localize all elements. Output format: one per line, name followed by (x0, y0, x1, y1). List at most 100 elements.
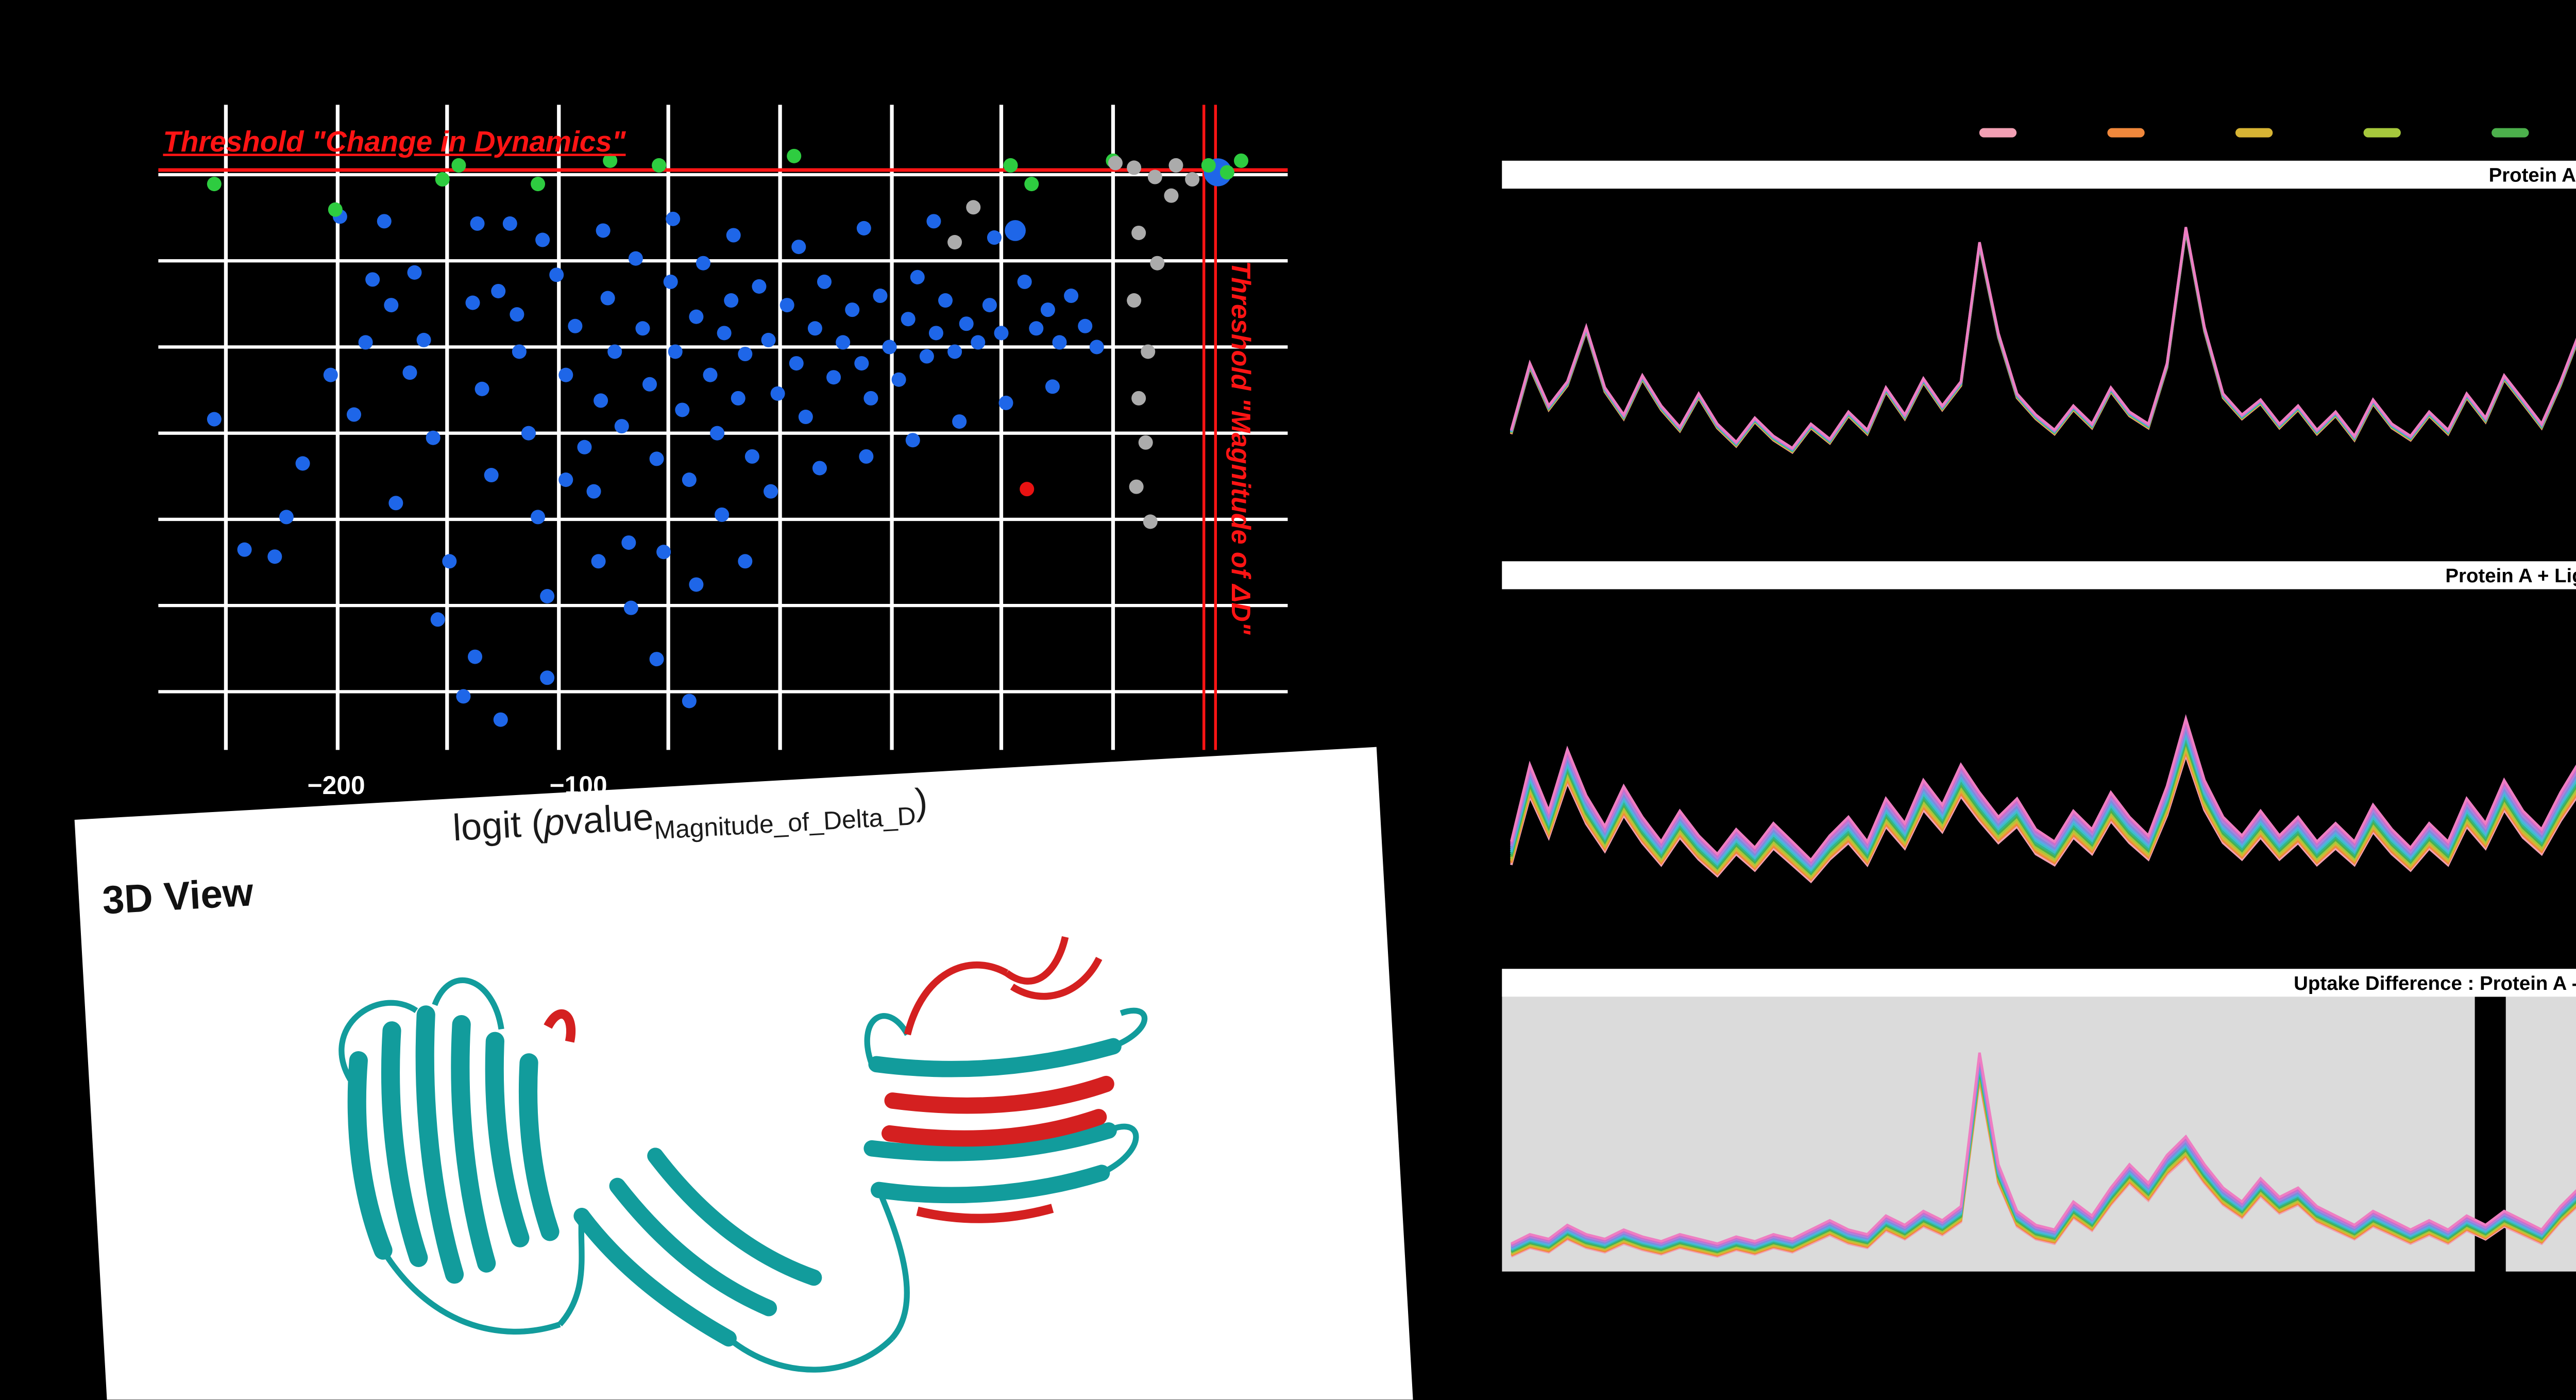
scatter-point[interactable] (577, 440, 592, 454)
scatter-point[interactable] (1020, 482, 1035, 497)
scatter-point[interactable] (1131, 391, 1146, 406)
scatter-point[interactable] (558, 473, 573, 487)
scatter-point[interactable] (493, 712, 508, 727)
scatter-point[interactable] (854, 356, 869, 371)
scatter-point[interactable] (207, 412, 222, 427)
scatter-point[interactable] (826, 370, 841, 385)
scatter-point[interactable] (649, 451, 664, 466)
scatter-point[interactable] (752, 279, 767, 294)
scatter-point[interactable] (744, 449, 759, 464)
scatter-point[interactable] (295, 456, 310, 471)
scatter-point[interactable] (1201, 158, 1216, 173)
scatter-point[interactable] (1108, 156, 1123, 171)
scatter-point[interactable] (1141, 344, 1156, 359)
scatter-point[interactable] (484, 468, 499, 483)
scatter-point[interactable] (982, 298, 997, 313)
scatter-point[interactable] (510, 307, 524, 322)
scatter-point[interactable] (1003, 158, 1018, 173)
scatter-point[interactable] (628, 251, 643, 266)
scatter-point[interactable] (531, 177, 546, 192)
scatter-point[interactable] (279, 510, 294, 525)
scatter-point[interactable] (703, 367, 718, 382)
scatter-point[interactable] (682, 694, 697, 709)
scatter-point[interactable] (642, 377, 657, 392)
scatter-point[interactable] (468, 649, 483, 664)
scatter-point[interactable] (323, 367, 338, 382)
scatter-point[interactable] (710, 426, 725, 441)
scatter-point[interactable] (649, 652, 664, 667)
scatter-point[interactable] (987, 230, 1002, 245)
scatter-point[interactable] (388, 496, 403, 511)
scatter-point[interactable] (1185, 172, 1200, 187)
scatter-point[interactable] (859, 449, 874, 464)
scatter-point[interactable] (863, 391, 878, 406)
scatter-point[interactable] (549, 267, 564, 282)
scatter-point[interactable] (836, 335, 851, 350)
scatter-point[interactable] (358, 335, 373, 350)
scatter-point[interactable] (873, 288, 888, 303)
scatter-point[interactable] (407, 265, 422, 280)
scatter-point[interactable] (470, 216, 485, 231)
scatter-point[interactable] (791, 240, 806, 255)
scatter-point[interactable] (535, 232, 550, 247)
scatter-point[interactable] (591, 554, 606, 569)
scatter-point[interactable] (666, 211, 681, 226)
scatter-point[interactable] (600, 291, 615, 306)
scatter-point[interactable] (502, 216, 517, 231)
scatter-point[interactable] (952, 414, 967, 429)
scatter-point[interactable] (668, 344, 683, 359)
scatter-point[interactable] (1168, 158, 1183, 173)
legend-dash[interactable] (2235, 128, 2273, 137)
scatter-point[interactable] (689, 309, 704, 324)
scatter-point[interactable] (586, 484, 601, 499)
scatter-point[interactable] (365, 272, 380, 287)
scatter-point[interactable] (1040, 302, 1055, 317)
scatter-point[interactable] (764, 484, 778, 499)
scatter-point[interactable] (1219, 165, 1234, 180)
scatter-point[interactable] (663, 274, 678, 289)
scatter-point[interactable] (1127, 160, 1142, 175)
protein-structure[interactable] (75, 747, 1416, 1400)
scatter-point[interactable] (938, 293, 953, 308)
scatter-point[interactable] (614, 419, 629, 434)
scatter-point[interactable] (761, 332, 776, 347)
scatter-point[interactable] (856, 221, 871, 235)
scatter-point[interactable] (812, 461, 827, 476)
scatter-point[interactable] (1150, 256, 1165, 271)
scatter-point[interactable] (738, 554, 753, 569)
scatter-point[interactable] (594, 393, 608, 408)
scatter-point[interactable] (891, 372, 906, 387)
scatter-point[interactable] (1017, 274, 1032, 289)
scatter-point[interactable] (724, 293, 739, 308)
scatter-point[interactable] (717, 326, 732, 341)
scatter-point[interactable] (1127, 293, 1142, 308)
scatter-point[interactable] (568, 318, 583, 333)
uptake-difference-chart[interactable] (1502, 997, 2576, 1272)
scatter-point[interactable] (928, 326, 943, 341)
scatter-point[interactable] (770, 386, 785, 401)
volcano-plot[interactable] (0, 0, 1397, 838)
scatter-point[interactable] (237, 542, 252, 557)
scatter-point[interactable] (1143, 514, 1158, 529)
uptake-chart-protein-a[interactable] (1502, 189, 2576, 543)
scatter-point[interactable] (377, 214, 392, 229)
scatter-point[interactable] (789, 356, 804, 371)
scatter-point[interactable] (959, 316, 974, 331)
scatter-point[interactable] (267, 549, 282, 564)
scatter-point[interactable] (402, 365, 417, 380)
scatter-point[interactable] (966, 200, 981, 215)
scatter-point[interactable] (715, 507, 730, 522)
scatter-point[interactable] (635, 321, 650, 336)
scatter-point[interactable] (426, 430, 440, 445)
scatter-point[interactable] (521, 426, 536, 441)
scatter-point[interactable] (207, 177, 222, 192)
scatter-point[interactable] (328, 202, 343, 217)
scatter-point[interactable] (1131, 225, 1146, 240)
scatter-point[interactable] (817, 274, 832, 289)
scatter-point[interactable] (512, 344, 527, 359)
scatter-point[interactable] (491, 283, 506, 298)
scatter-point[interactable] (682, 473, 697, 487)
scatter-point[interactable] (607, 344, 622, 359)
scatter-point[interactable] (1147, 170, 1162, 184)
scatter-point[interactable] (926, 214, 941, 229)
